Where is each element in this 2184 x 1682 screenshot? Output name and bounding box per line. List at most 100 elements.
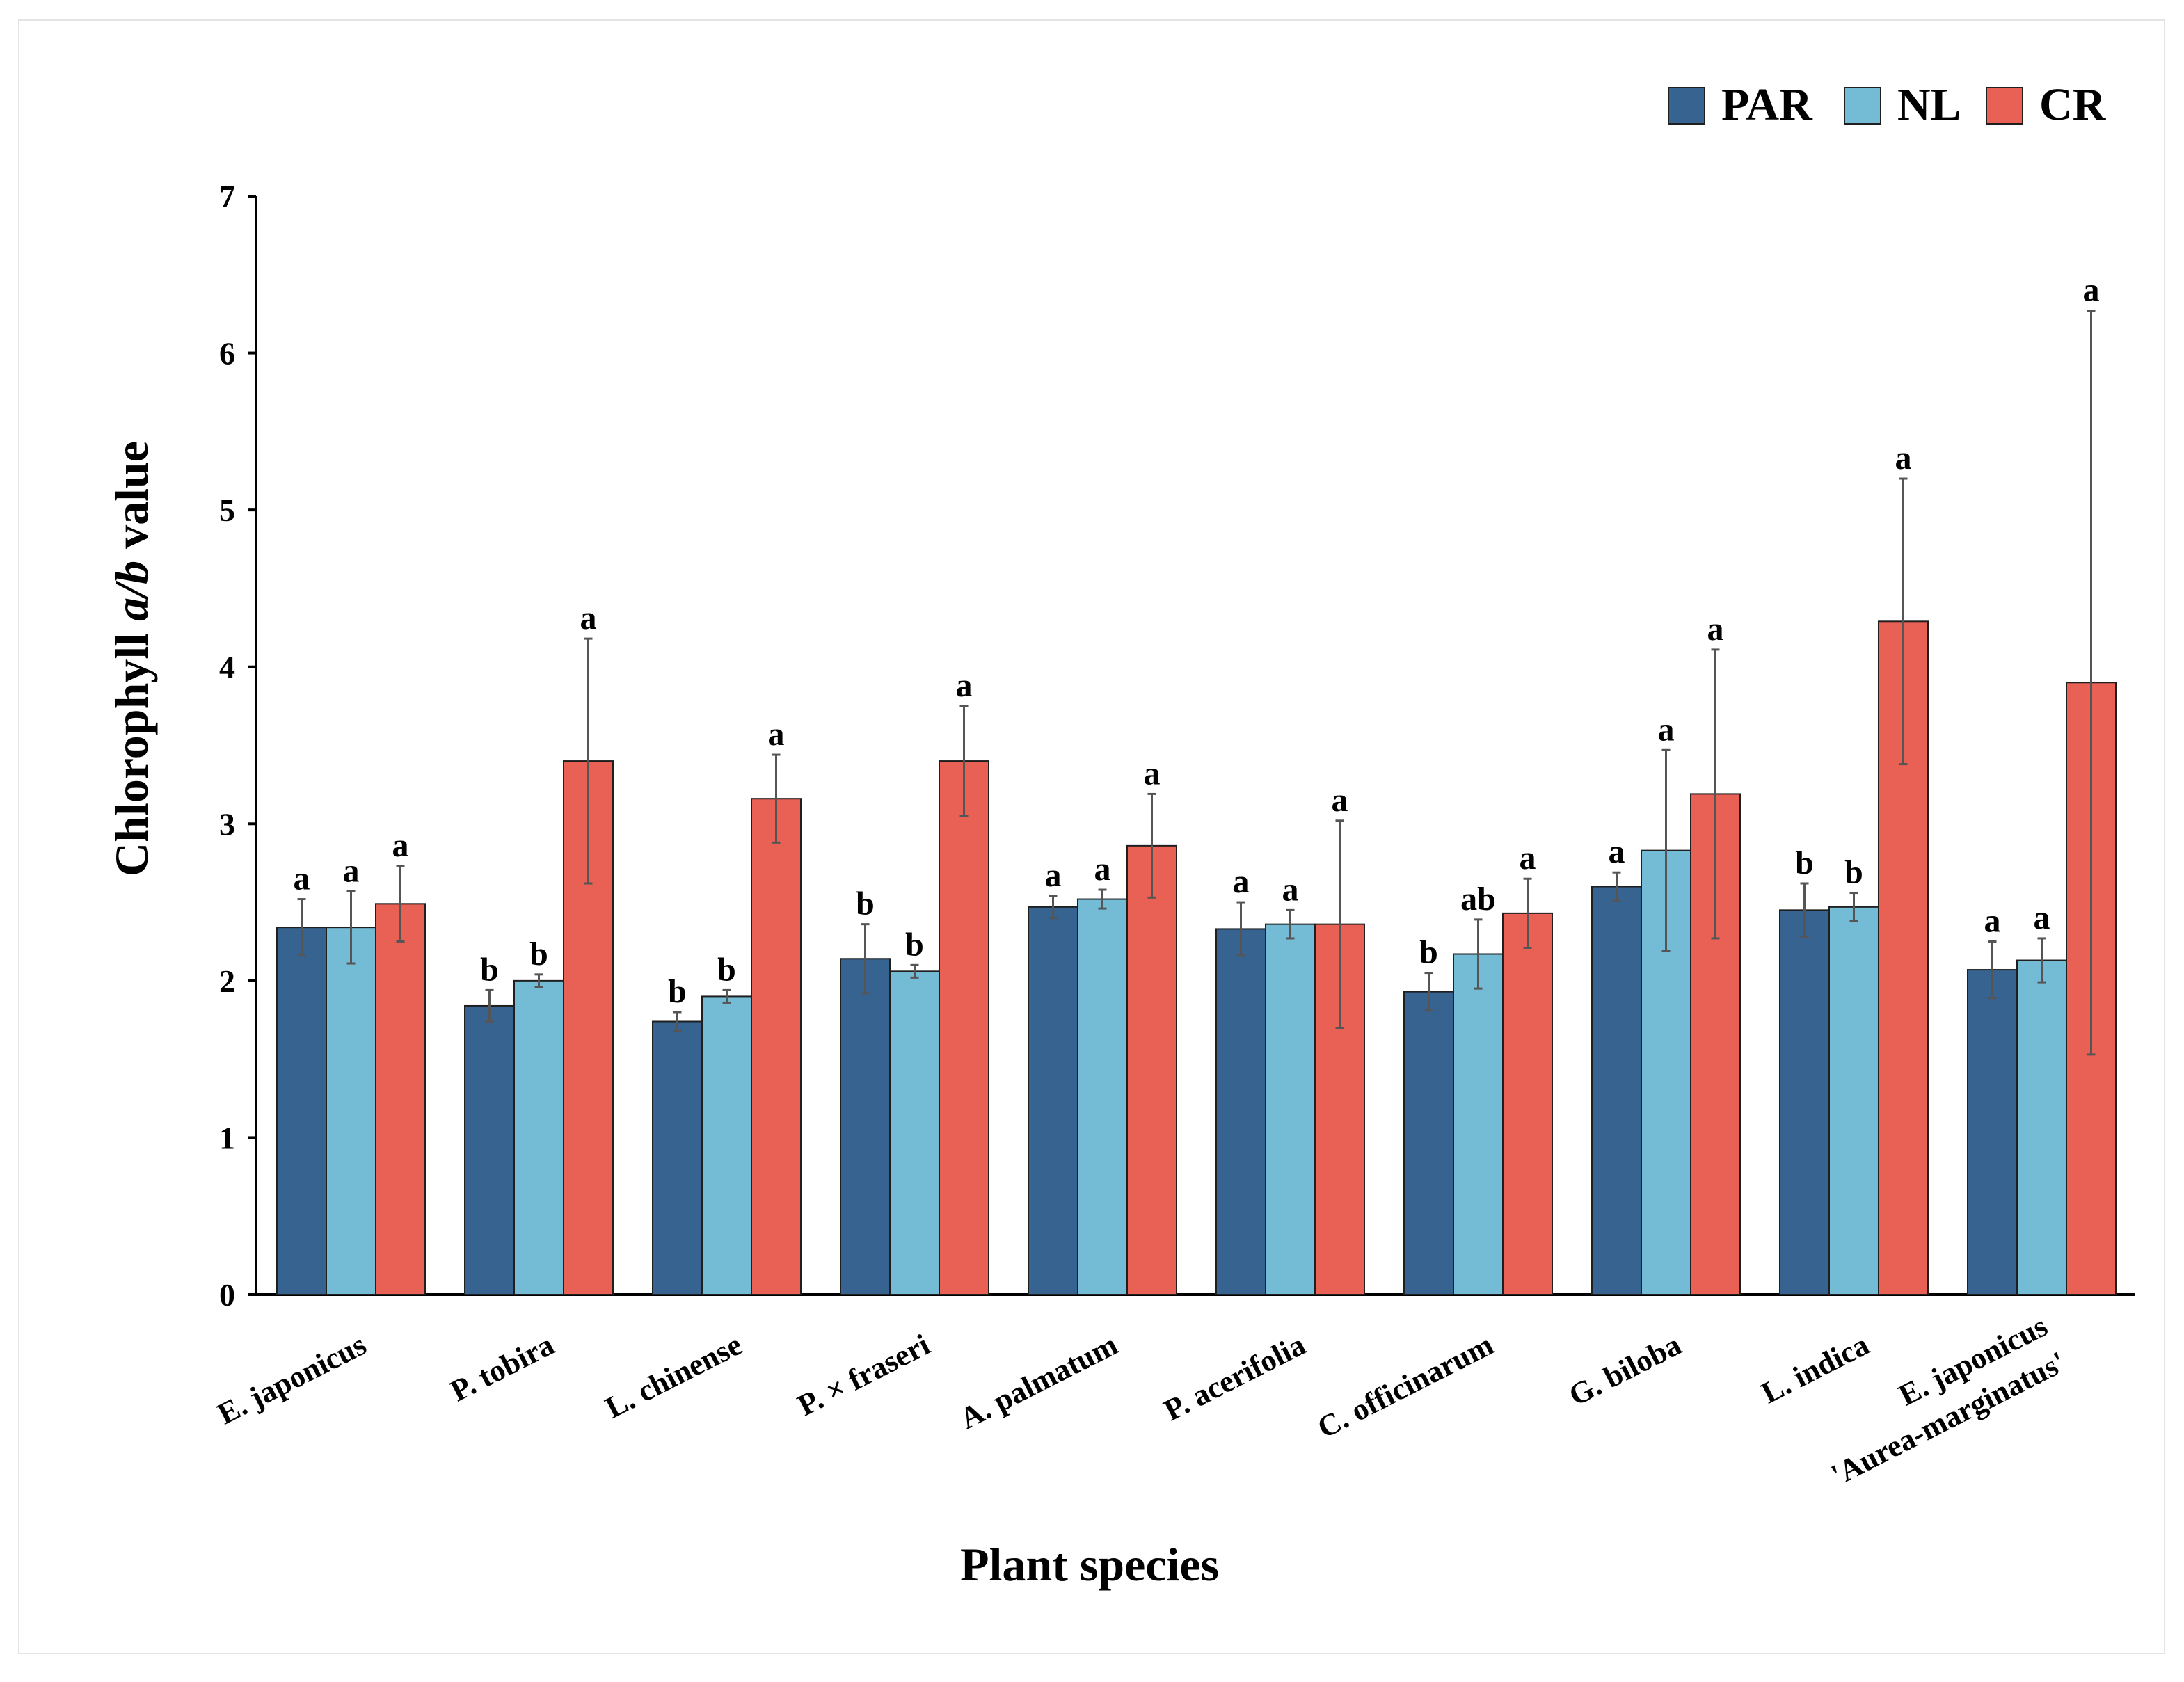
y-tick-label: 4 (219, 650, 235, 685)
bar (1265, 923, 1316, 1296)
bar (563, 760, 614, 1295)
significance-letter: a (294, 860, 310, 897)
y-tick-label: 7 (219, 179, 235, 214)
x-tick-label: L. indica (1756, 1327, 1874, 1410)
bar (1967, 969, 2018, 1295)
bar (701, 995, 752, 1296)
significance-letter: a (392, 827, 409, 864)
significance-letter: a (1984, 902, 2001, 939)
significance-letter: a (2083, 272, 2100, 309)
significance-letter: b (1419, 934, 1438, 971)
bar (276, 927, 327, 1295)
significance-letter: b (1844, 854, 1863, 891)
significance-letter: a (1520, 840, 1536, 876)
significance-letter: a (343, 852, 360, 889)
x-tick-label: E. japonicus (212, 1327, 372, 1431)
y-axis-label: Chlorophyll a/b value (105, 441, 158, 876)
x-tick-label: A. palmatum (955, 1327, 1123, 1436)
bar (1126, 844, 1177, 1295)
bar (1591, 886, 1642, 1295)
significance-letter: a (1609, 833, 1625, 870)
x-tick-label: P. acerifolia (1158, 1327, 1311, 1427)
significance-letter: b (856, 886, 875, 922)
y-tick-label: 3 (219, 806, 235, 842)
significance-letter: a (1658, 711, 1675, 748)
significance-letter: a (1094, 851, 1111, 888)
significance-letter: a (580, 600, 597, 636)
x-tick-label-line: P. acerifolia (1158, 1327, 1311, 1427)
x-tick-label: P. tobira (445, 1327, 559, 1408)
x-tick-label-line: L. chinense (600, 1327, 747, 1425)
bar (1028, 906, 1078, 1296)
bar (2016, 959, 2067, 1295)
legend-item: NL (1844, 79, 1961, 130)
x-tick-label: P. × fraseri (792, 1327, 935, 1423)
y-axis-label-part: value (105, 441, 158, 561)
x-tick-label: C. officinarum (1312, 1327, 1499, 1445)
significance-letter: a (1233, 863, 1250, 900)
legend-label: PAR (1721, 79, 1813, 130)
x-tick-label: L. chinense (600, 1327, 747, 1425)
y-axis-label-part: Chlorophyll (105, 621, 158, 876)
significance-letter: a (956, 667, 973, 704)
legend-swatch (1986, 87, 2023, 125)
significance-letter: a (1282, 871, 1299, 908)
legend-swatch (1668, 87, 1705, 125)
significance-letter: ab (1460, 881, 1496, 918)
figure-frame (18, 19, 2165, 1654)
bar (939, 760, 989, 1295)
x-tick-label-line: G. biloba (1563, 1327, 1687, 1412)
legend-label: NL (1897, 79, 1961, 130)
significance-letter: b (480, 951, 499, 988)
bar (375, 903, 426, 1295)
bar (326, 927, 376, 1295)
bar (652, 1020, 703, 1296)
significance-letter: a (2034, 899, 2050, 936)
significance-letter: a (1045, 857, 1062, 894)
significance-letter: b (668, 973, 687, 1010)
bar (751, 798, 802, 1296)
bar (1779, 909, 1830, 1295)
bars (276, 620, 2117, 1296)
bar (1502, 912, 1553, 1295)
x-tick-label-line: E. japonicus (212, 1327, 372, 1431)
x-tick-label-line: P. × fraseri (792, 1327, 935, 1423)
legend: PAR NL CR (1668, 79, 2107, 130)
y-axis-label-part: a/b (105, 561, 158, 621)
y-tick-label: 5 (219, 492, 235, 528)
significance-letter: b (529, 936, 548, 972)
significance-letter: b (1795, 844, 1814, 881)
significance-letter: a (1895, 440, 1912, 476)
x-axis-label: Plant species (960, 1538, 1219, 1591)
y-tick-label: 2 (219, 963, 235, 999)
x-axis: E. japonicus P. tobira L. chinense P. × fra… (212, 1293, 2135, 1492)
error-bars (297, 310, 2096, 1056)
bar (1403, 991, 1454, 1295)
bar (1453, 953, 1504, 1295)
bar (1215, 928, 1266, 1295)
y-axis: 0 1 2 3 4 5 6 7 (219, 179, 257, 1313)
x-tick-label-line: P. tobira (445, 1327, 559, 1408)
significance-letter: a (1707, 611, 1724, 648)
x-tick-label-line: C. officinarum (1312, 1327, 1499, 1445)
y-tick-label: 0 (219, 1277, 235, 1313)
bar (889, 970, 940, 1296)
x-tick-label-line: L. indica (1756, 1327, 1874, 1410)
significance-letter: a (1332, 782, 1348, 819)
significance-letter: b (717, 951, 736, 988)
y-tick-label: 1 (219, 1120, 235, 1155)
significance-letter: a (768, 716, 785, 753)
bar (513, 979, 564, 1296)
y-tick-label: 6 (219, 336, 235, 371)
bar (840, 958, 891, 1295)
x-tick-label: G. biloba (1563, 1327, 1687, 1412)
bar (1828, 906, 1879, 1296)
x-tick-label-line: A. palmatum (955, 1327, 1123, 1436)
significance-letter: a (1144, 755, 1161, 792)
legend-item: PAR (1668, 79, 1813, 130)
bar (1077, 898, 1128, 1296)
legend-item: CR (1986, 79, 2107, 130)
legend-label: CR (2039, 79, 2107, 130)
